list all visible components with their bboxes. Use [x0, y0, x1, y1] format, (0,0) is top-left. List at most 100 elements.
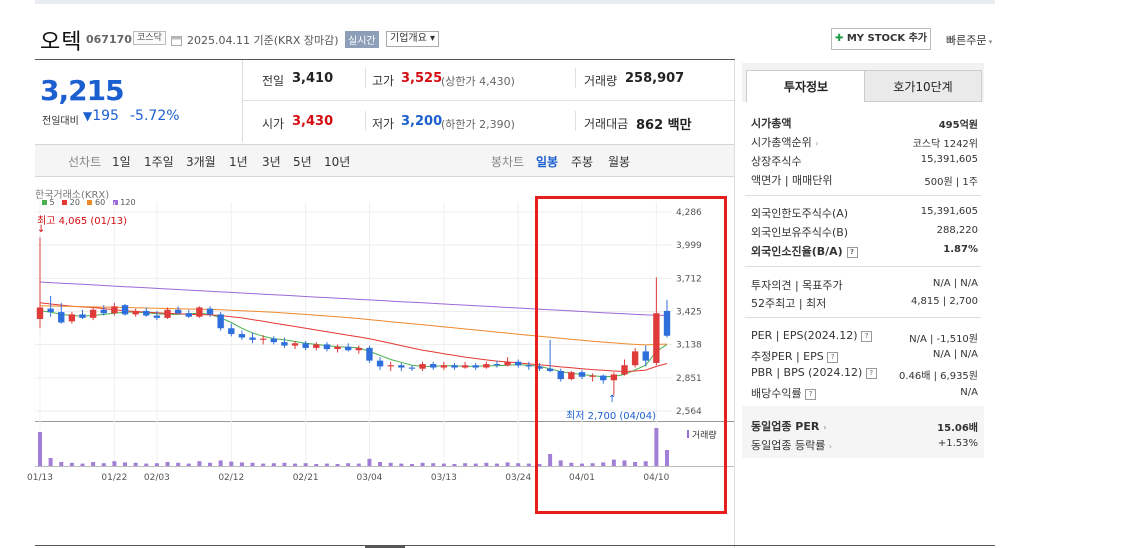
tab-1w[interactable]: 1주일: [144, 155, 174, 169]
market-cap-rank-value: 코스닥 1242위: [912, 139, 978, 150]
help-icon[interactable]: ?: [861, 330, 873, 342]
quote-date: 2025.04.11 기준(KRX 장마감): [187, 34, 339, 47]
candle-body: [663, 310, 671, 336]
amount-number: 862: [636, 118, 664, 133]
candle-body: [440, 365, 448, 368]
price-chart[interactable]: 4,286 3,999 3,712 3,425 3,138 2,851 2,564 01/13…: [0, 0, 740, 500]
tab-monthly[interactable]: 월봉: [608, 155, 631, 169]
foreign-ratio-value: 1.87%: [943, 244, 978, 255]
candle-chart-label: 봉차트: [491, 155, 525, 169]
tab-10y[interactable]: 10년: [324, 155, 351, 169]
candle-body: [515, 361, 522, 366]
candle-body: [493, 364, 501, 366]
candle-body: [642, 351, 649, 361]
open-label: 시가: [262, 117, 285, 131]
tab-daily[interactable]: 일봉: [536, 155, 559, 169]
candle-body: [100, 309, 107, 314]
grid-divider: [575, 68, 576, 88]
realtime-button[interactable]: 실시간: [345, 31, 379, 48]
volume-bar: [250, 462, 255, 466]
candle-body: [451, 365, 458, 368]
sector-change-label[interactable]: 동일업종 등락률 ›: [751, 437, 832, 453]
candle-body: [270, 338, 277, 343]
dividend-label: 배당수익률 ?: [751, 385, 817, 401]
foreign-ratio-text: 외국인소진율(B/A): [751, 245, 843, 258]
foreign-holding-value: 288,220: [936, 225, 978, 236]
stock-code: 067170: [86, 33, 132, 46]
tab-3m[interactable]: 3개월: [186, 155, 216, 169]
top-bar: [35, 0, 995, 4]
volume-bar: [463, 463, 468, 466]
volume-bar: [197, 461, 202, 466]
volume-bar: [303, 463, 308, 466]
tab-order-book[interactable]: 호가10단계: [864, 70, 982, 102]
help-icon[interactable]: ?: [846, 246, 858, 258]
low-value: 3,200: [401, 114, 443, 129]
quick-order-button[interactable]: 빠른주문 ▾: [946, 32, 992, 48]
mystock-add-button[interactable]: ✚ MY STOCK 추가: [831, 28, 931, 50]
company-overview-dropdown[interactable]: 기업개요 ▾: [386, 31, 439, 47]
market-cap-rank-label[interactable]: 시가총액순위 ›: [751, 134, 818, 150]
volume-bar: [335, 464, 340, 466]
volume-bar: [378, 462, 383, 466]
candle-body: [504, 361, 511, 366]
tab-3y[interactable]: 3년: [262, 155, 281, 169]
section-divider: [745, 266, 981, 267]
volume-bar: [665, 450, 669, 466]
tab-1d[interactable]: 1일: [112, 155, 131, 169]
header-divider: [35, 59, 735, 60]
candle-body: [291, 343, 299, 346]
volume-bar: [367, 458, 372, 466]
tab-weekly[interactable]: 주봉: [571, 155, 594, 169]
prev-close-value: 3,410: [292, 71, 334, 86]
current-price: 3,215: [40, 74, 125, 107]
ma60-line: [39, 305, 668, 346]
est-per-label: 추정PER | EPS ?: [751, 348, 839, 364]
help-icon[interactable]: ?: [865, 367, 877, 379]
tab-1y[interactable]: 1년: [229, 155, 248, 169]
ma-legend: 5 20 60 120: [42, 198, 136, 207]
grid-divider: [575, 111, 576, 131]
y-tick-label: 2,564: [676, 407, 702, 417]
up-arrow-icon: ↑: [608, 394, 617, 405]
stock-name[interactable]: 오텍: [40, 30, 83, 55]
ma120-swatch: [112, 200, 118, 205]
volume-bar: [38, 432, 42, 466]
highlight-box: [535, 196, 727, 514]
amount-value: 862 백만: [636, 114, 692, 133]
invest-info-body: [742, 102, 984, 458]
opinion-label: 투자의견 | 목표주가: [751, 279, 843, 292]
candle-body: [610, 374, 618, 381]
y-tick-label: 3,138: [676, 341, 702, 351]
rank-label-text: 시가총액순위: [751, 136, 812, 149]
candle-body: [631, 351, 639, 366]
help-icon[interactable]: ?: [805, 388, 817, 400]
volume-bar: [654, 428, 659, 466]
volume-bar: [48, 458, 53, 466]
ma120-label: 120: [120, 198, 136, 207]
help-icon[interactable]: ?: [827, 351, 839, 363]
candle-body: [164, 309, 171, 318]
down-arrow-icon: ↓: [37, 224, 46, 235]
scroll-indicator[interactable]: [365, 545, 405, 548]
x-tick-label: 03/04: [356, 473, 382, 483]
est-per-value: N/A | N/A: [932, 349, 978, 360]
candle-body: [174, 309, 182, 314]
tab-invest-info[interactable]: 투자정보: [746, 70, 866, 103]
pbr-bps-text: PBR | BPS (2024.12): [751, 366, 863, 379]
volume-bar: [271, 463, 276, 466]
sector-per-label[interactable]: 동일업종 PER ›: [751, 418, 827, 434]
open-value: 3,430: [292, 114, 334, 129]
candle-body: [653, 313, 660, 363]
candle-body: [344, 346, 352, 351]
quick-order-label: 빠른주문: [946, 34, 987, 47]
candle-body: [376, 360, 384, 367]
market-cap-label: 시가총액: [751, 117, 792, 130]
volume-bar: [388, 462, 393, 466]
per-eps-text: PER | EPS(2024.12): [751, 329, 858, 342]
price-change: ▼195: [83, 108, 119, 124]
candle-body: [206, 308, 214, 315]
candle-body: [461, 365, 469, 368]
volume-bar: [548, 454, 553, 466]
tab-5y[interactable]: 5년: [293, 155, 312, 169]
